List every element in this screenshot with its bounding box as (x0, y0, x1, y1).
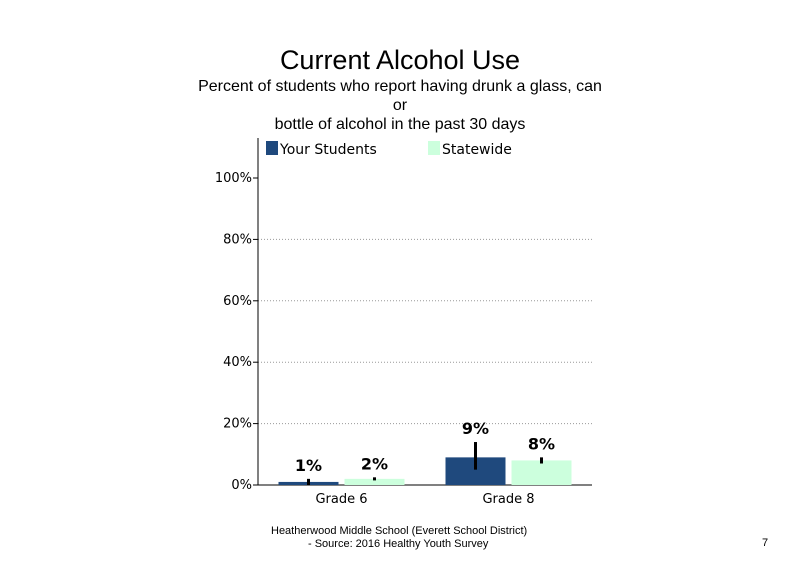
footer-school: Heatherwood Middle School (Everett Schoo… (271, 525, 528, 537)
data-label: 1% (295, 456, 322, 475)
data-label: 2% (361, 454, 388, 473)
y-tick-label: 60% (223, 294, 252, 309)
legend-label: Statewide (442, 142, 512, 158)
legend-swatch (428, 141, 440, 155)
bar (511, 460, 572, 485)
chart-title: Current Alcohol Use (279, 45, 521, 75)
bar (344, 478, 405, 485)
y-tick-label: 80% (223, 232, 252, 247)
y-tick-label: 20% (223, 417, 252, 432)
legend-label: Your Students (279, 142, 377, 158)
x-tick-label: Grade 8 (482, 492, 534, 507)
bar-chart: 0% 20% 40% 60% 80% 100% 1% 2% Grade 6 9% 8% Grade 8… (215, 138, 592, 507)
chart-subtitle: Percent of students who report having dr… (0, 77, 800, 134)
data-label: 8% (528, 434, 555, 453)
subtitle-line-2: or (392, 97, 408, 114)
page-number: 7 (762, 537, 769, 549)
subtitle-line-3: bottle of alcohol in the past 30 days (274, 116, 526, 133)
footer-source: - Source: 2016 Healthy Youth Survey (308, 538, 489, 550)
data-label: 9% (462, 419, 489, 438)
subtitle-line-1: Percent of students who report having dr… (198, 78, 602, 95)
y-tick-label: 100% (215, 171, 252, 186)
legend-swatch (266, 141, 278, 155)
y-tick-label: 0% (231, 478, 252, 493)
y-tick-label: 40% (223, 355, 252, 370)
x-tick-label: Grade 6 (315, 492, 367, 507)
